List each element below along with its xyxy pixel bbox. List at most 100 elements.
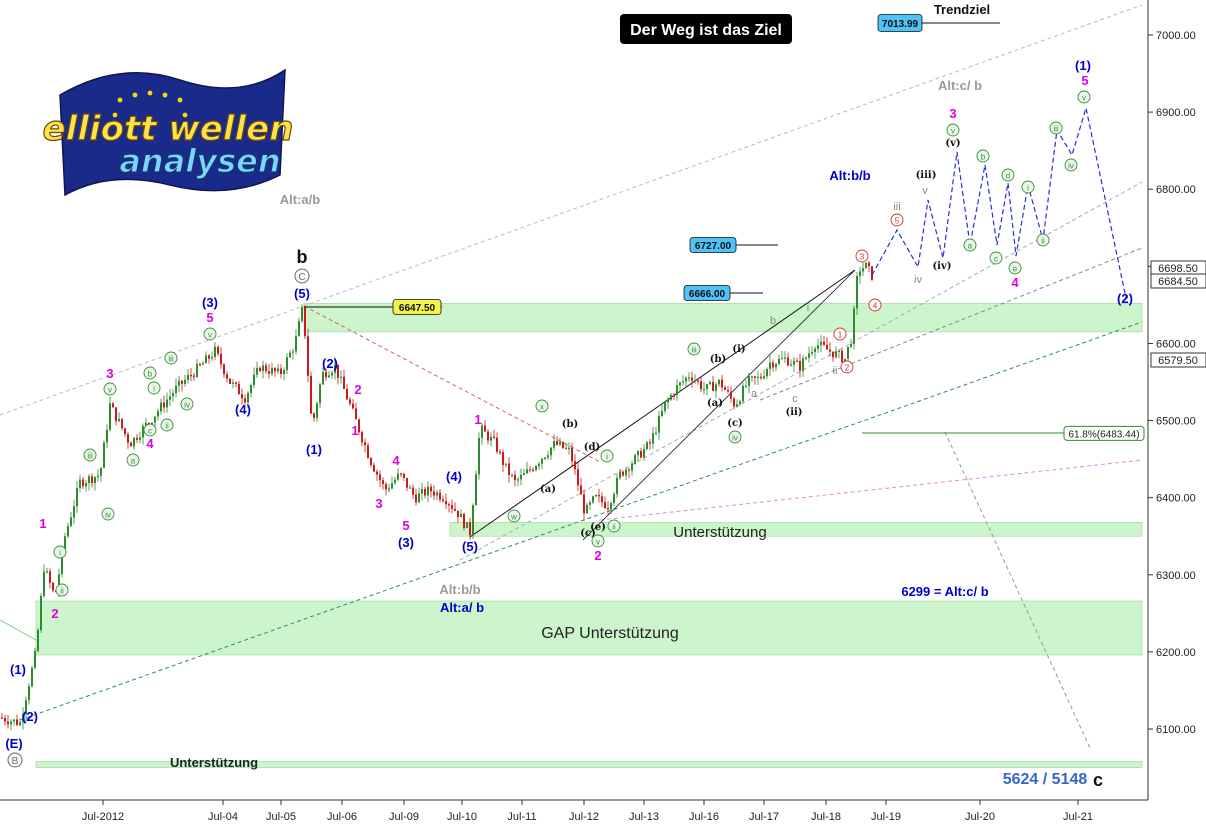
candle-body [532,469,534,471]
wave-label: 2 [354,382,361,397]
mid-channel-line [759,247,1143,401]
candle-body [382,480,384,484]
wave-circle-label: B [12,756,19,767]
subwave-label: (iii) [916,170,937,181]
candle-body [64,536,66,550]
subwave-label: (b) [710,354,726,365]
candle-body [91,476,93,483]
wave-circle [160,418,174,432]
candle-body [433,491,435,496]
candle-body [457,510,459,518]
candle-body [253,374,255,386]
candle-body [559,441,561,445]
wave-circle [1064,158,1078,172]
candle-body [379,474,381,481]
candle-body [343,376,345,389]
candle-body [421,489,423,494]
logo-star-icon [117,97,123,103]
wave-label: (2) [1117,291,1133,306]
wave-circle-label: a [968,242,973,251]
candle-body [175,385,177,394]
candle-body [619,471,621,478]
candle-body [721,379,723,388]
y-tick-label: 6300.00 [1156,570,1196,582]
wave-circle-label: i [59,549,61,558]
candle-body [376,471,378,475]
wave-circle-label: iii [168,355,174,364]
candle-body [400,473,402,475]
candle-body [688,377,690,379]
wave-circle [687,342,701,356]
x-tick-label: Jul-11 [507,811,536,823]
candle-body [370,458,372,466]
wave-circle-label: x [540,403,544,412]
candle-body [283,370,285,375]
candle-body [862,268,864,272]
wave-circle [180,397,194,411]
candle-body [490,436,492,441]
wave-circle [855,249,869,263]
candle-body [700,381,702,390]
x-tick-label: Jul-10 [447,811,477,823]
wave-label: 4 [1011,275,1019,290]
candle-body [646,442,648,450]
subwave-label: (e) [590,522,606,533]
candle-body [709,382,711,385]
wave-circle-label: 5 [895,217,900,226]
wave-label: 1 [351,423,358,438]
x-tick-label: Jul-2012 [82,811,124,823]
candle-body [301,306,303,322]
wave-label: (4) [446,469,462,484]
wave-circle-label: d [1006,172,1010,181]
candle-body [760,376,762,379]
candle-body [28,686,30,701]
candle-body [244,398,246,403]
candle-body [70,517,72,526]
candle-body [286,357,288,371]
candle-body [46,571,48,573]
wave-circle-label: ii [612,523,616,532]
x-tick-label: Jul-12 [569,811,599,823]
candle-body [832,351,834,358]
x-tick-label: Jul-19 [871,811,901,823]
wave-label: 5 [402,518,409,533]
candle-body [580,485,582,495]
subwave-label: (v) [945,138,960,149]
wave-circle-label: e [1013,265,1018,274]
support-zone [35,600,1143,656]
candle-body [217,346,219,354]
x-tick-label: Jul-17 [749,811,779,823]
wave-circle [103,382,117,396]
candle-body [232,382,234,384]
wave-circle-label: 4 [873,302,878,311]
candle-body [586,504,588,514]
level-box [689,237,737,253]
candle-body [484,425,486,432]
candle-body [319,384,321,404]
candle-body [598,495,600,497]
wave-circle [890,213,904,227]
wave-circle [535,399,549,413]
candle-body [298,321,300,337]
wave-label: (5) [462,539,478,554]
candle-body [694,380,696,382]
candle-body [61,549,63,575]
candle-body [478,437,480,475]
wave-circle-label: ii [60,587,64,596]
wave-circle [963,238,977,252]
zone-label: GAP Unterstützung [541,625,679,642]
candle-body [505,463,507,465]
candle-body [496,437,498,452]
subwave-label: (c) [727,418,743,429]
subwave-label: b [770,315,776,327]
candle-body [157,411,159,417]
subwave-label: (c) [580,528,596,539]
candle-body [775,363,777,368]
wave-circle [989,251,1003,265]
candle-body [349,399,351,404]
candle-body [682,381,684,383]
candle-body [394,479,396,484]
candle-body [88,476,90,484]
candle-body [145,422,147,427]
